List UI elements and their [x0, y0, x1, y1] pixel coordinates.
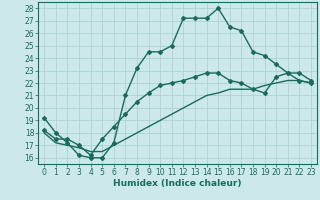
X-axis label: Humidex (Indice chaleur): Humidex (Indice chaleur) [113, 179, 242, 188]
